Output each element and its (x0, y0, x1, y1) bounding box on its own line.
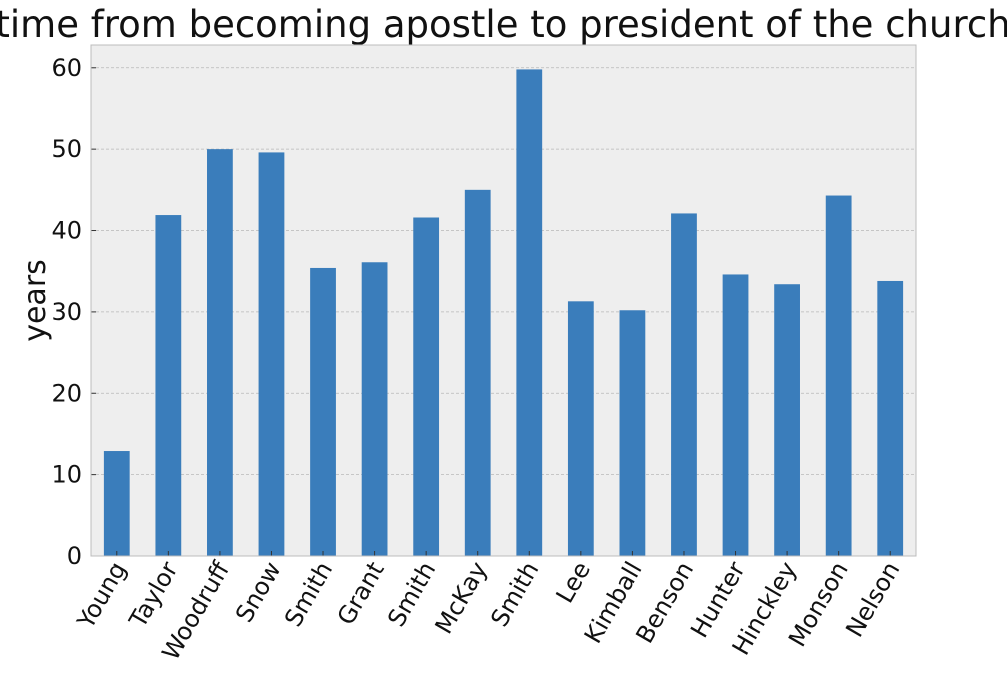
x-axis-ticks: YoungTaylorWoodruffSnowSmithGrantSmithMc… (71, 551, 905, 665)
y-axis-label: years (18, 259, 53, 342)
x-tick-label: Smith (279, 557, 338, 632)
bar (567, 301, 594, 556)
y-axis-ticks: 0 10 20 30 40 50 60 (51, 54, 96, 570)
bar (877, 280, 904, 556)
bar (464, 189, 491, 556)
bar (825, 195, 852, 556)
chart-title: time from becoming apostle to president … (0, 3, 1007, 46)
bar (671, 213, 697, 557)
x-tick-label: Smith (485, 557, 544, 632)
bar (207, 149, 233, 556)
x-tick-label: Grant (332, 557, 390, 630)
x-tick-label: Lee (551, 557, 596, 608)
bar (413, 217, 440, 557)
y-tick-label: 10 (51, 461, 82, 489)
bar (155, 215, 182, 556)
bar (516, 69, 543, 556)
bar (619, 310, 646, 556)
bar (722, 274, 749, 556)
bar (361, 262, 388, 556)
bar (774, 284, 800, 556)
y-tick-label: 30 (51, 298, 82, 326)
bar (258, 152, 285, 556)
y-tick-label: 40 (51, 217, 82, 245)
y-tick-label: 60 (51, 54, 82, 82)
bar (310, 267, 336, 556)
plot-frame (90, 44, 917, 557)
x-tick-label: Snow (230, 557, 287, 627)
x-tick-label: McKay (430, 557, 493, 639)
y-tick-label: 0 (67, 542, 82, 570)
y-tick-label: 20 (51, 379, 82, 407)
y-tick-label: 50 (51, 135, 82, 163)
bars (103, 69, 904, 557)
bar (103, 451, 130, 556)
